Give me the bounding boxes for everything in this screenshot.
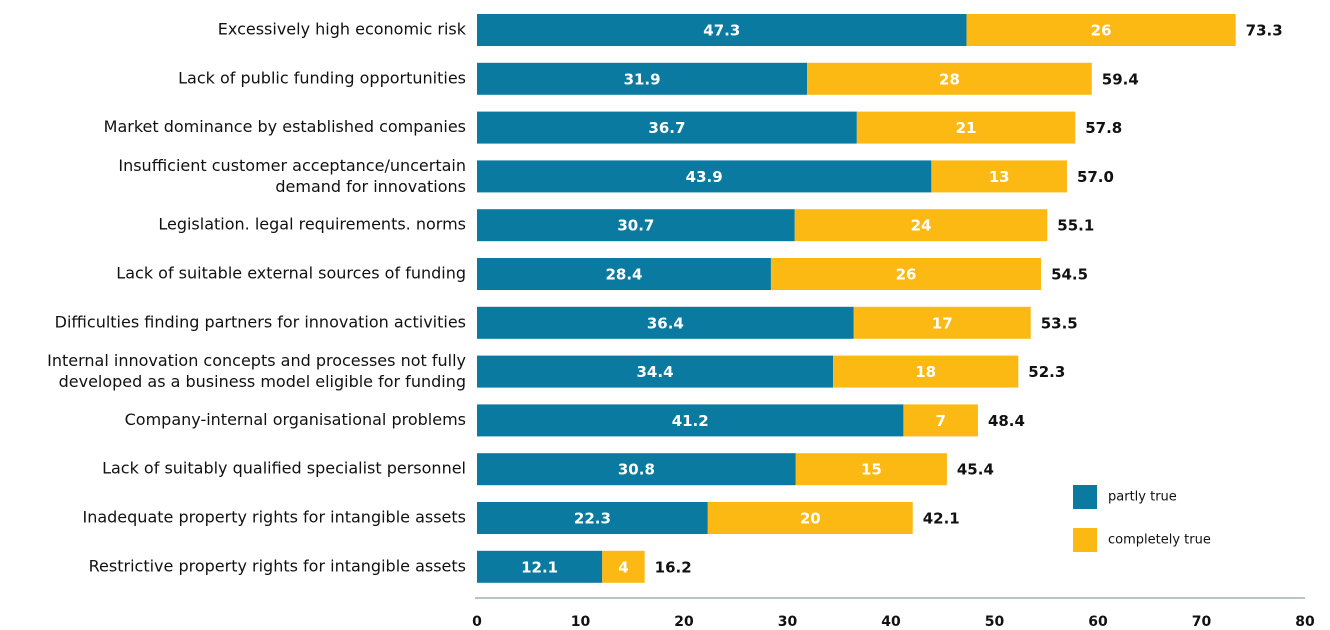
total-label: 57.8 — [1085, 119, 1122, 137]
x-tick-label: 10 — [571, 614, 591, 630]
category-label: Excessively high economic risk — [218, 20, 467, 39]
total-label: 55.1 — [1057, 217, 1094, 235]
bar-segment — [477, 404, 904, 437]
value-label: 36.7 — [648, 119, 685, 137]
bar-segment — [707, 502, 913, 534]
value-label: 30.7 — [617, 217, 654, 235]
value-label: 20 — [800, 510, 821, 528]
total-label: 45.4 — [957, 461, 994, 479]
legend-swatch — [1073, 528, 1097, 552]
bar-segment — [856, 111, 1076, 144]
bar-segment — [477, 306, 854, 339]
category-label: Company-internal organisational problems — [125, 410, 466, 429]
total-label: 42.1 — [923, 510, 960, 528]
x-tick-label: 70 — [1192, 614, 1212, 630]
value-label: 28.4 — [605, 266, 642, 284]
x-tick-label: 0 — [472, 614, 482, 630]
category-label: Lack of public funding opportunities — [178, 68, 466, 87]
value-label: 17 — [932, 314, 953, 332]
value-label: 15 — [861, 461, 882, 479]
bar-segment — [477, 62, 808, 95]
category-label: Lack of suitable external sources of fun… — [116, 264, 466, 283]
value-label: 41.2 — [672, 412, 709, 430]
value-label: 47.3 — [703, 22, 740, 40]
bar-segment — [833, 355, 1019, 388]
bar-segment — [903, 404, 978, 437]
x-tick-label: 80 — [1295, 614, 1315, 630]
value-label: 12.1 — [521, 558, 558, 576]
total-label: 54.5 — [1051, 266, 1088, 284]
bar-segment — [477, 453, 796, 486]
bar-segment — [477, 14, 967, 46]
bar-segment — [794, 209, 1048, 242]
total-label: 48.4 — [988, 412, 1025, 430]
value-label: 26 — [896, 266, 917, 284]
bar-segment — [477, 160, 932, 193]
bar-segment — [966, 14, 1236, 46]
x-tick-label: 20 — [674, 614, 694, 630]
legend-label: completely true — [1108, 533, 1211, 548]
total-label: 52.3 — [1028, 363, 1065, 381]
x-tick-label: 60 — [1088, 614, 1108, 630]
bar-segment — [770, 258, 1042, 290]
total-label: 73.3 — [1246, 22, 1283, 40]
value-label: 22.3 — [574, 510, 611, 528]
value-label: 43.9 — [686, 168, 723, 186]
x-tick-label: 30 — [778, 614, 798, 630]
category-label: Inadequate property rights for intangibl… — [82, 508, 466, 527]
total-label: 53.5 — [1041, 314, 1078, 332]
bar-segment — [477, 550, 603, 583]
bar-segment — [795, 453, 947, 486]
bar-segment — [477, 355, 834, 388]
category-label: Lack of suitably qualified specialist pe… — [102, 459, 466, 478]
legend-swatch — [1073, 485, 1097, 509]
value-label: 13 — [989, 168, 1010, 186]
bar-segment — [602, 550, 645, 583]
bar-segment — [853, 306, 1031, 339]
bar-segment — [931, 160, 1067, 193]
total-label: 16.2 — [655, 558, 692, 576]
value-label: 36.4 — [647, 314, 684, 332]
category-label: Restrictive property rights for intangib… — [89, 556, 466, 575]
bar-segment — [477, 209, 795, 242]
category-label: Difficulties finding partners for innova… — [55, 312, 466, 331]
value-label: 24 — [911, 217, 932, 235]
value-label: 4 — [618, 558, 628, 576]
bar-segment — [477, 111, 857, 144]
bar-segment — [477, 502, 708, 534]
category-label: Market dominance by established companie… — [104, 117, 466, 136]
value-label: 7 — [935, 412, 945, 430]
x-tick-label: 50 — [985, 614, 1005, 630]
legend-label: partly true — [1108, 490, 1177, 505]
category-label: Insufficient customer acceptance/uncerta… — [118, 155, 466, 195]
value-label: 34.4 — [637, 363, 674, 381]
value-label: 31.9 — [624, 70, 661, 88]
value-label: 21 — [956, 119, 977, 137]
value-label: 26 — [1091, 22, 1112, 40]
x-tick-label: 40 — [881, 614, 901, 630]
bar-segment — [807, 62, 1092, 95]
total-label: 59.4 — [1102, 70, 1139, 88]
category-label: Internal innovation concepts and process… — [47, 351, 466, 391]
value-label: 18 — [915, 363, 936, 381]
value-label: 28 — [939, 70, 960, 88]
category-label: Legislation. legal requirements. norms — [158, 215, 466, 234]
bar-segment — [477, 258, 771, 290]
total-label: 57.0 — [1077, 168, 1114, 186]
value-label: 30.8 — [618, 461, 655, 479]
